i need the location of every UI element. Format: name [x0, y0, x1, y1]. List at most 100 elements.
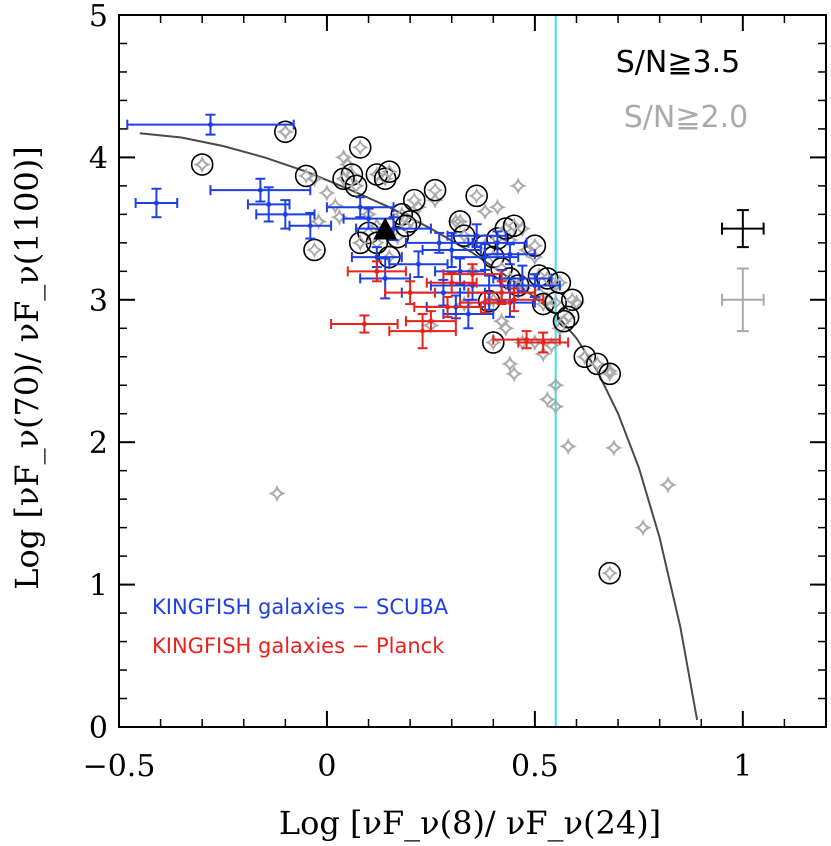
planck-points-layer	[330, 260, 570, 354]
high-sn-point	[394, 214, 418, 238]
high-sn-point	[544, 291, 567, 314]
high-sn-inner-star	[397, 217, 415, 235]
high-sn-circle	[294, 164, 318, 188]
high-sn-circle	[561, 288, 584, 312]
representative-error	[721, 209, 765, 249]
point-dot	[374, 268, 380, 274]
low-sn-point	[559, 437, 577, 456]
planck-point	[384, 280, 437, 306]
point-dot	[257, 187, 263, 193]
high-sn-point	[274, 120, 297, 144]
high-sn-inner-star	[426, 181, 444, 199]
low-sn-point	[476, 202, 494, 221]
high-sn-point	[348, 231, 372, 255]
high-sn-circle	[598, 561, 622, 585]
high-sn-point	[402, 188, 426, 212]
high-sn-inner-star	[505, 217, 523, 235]
scuba-point	[209, 177, 312, 203]
plot-frame	[118, 14, 827, 728]
point-dot	[153, 200, 159, 206]
scuba-point	[126, 113, 295, 136]
high-sn-inner-star	[368, 166, 386, 183]
high-sn-circle	[274, 120, 297, 144]
legend-scuba-label: KINGFISH galaxies − SCUBA	[152, 595, 449, 619]
scuba-point	[388, 250, 449, 279]
point-dot	[445, 304, 451, 310]
high-sn-point	[332, 167, 355, 191]
point-dot	[282, 211, 288, 217]
high-sn-circle	[398, 210, 422, 233]
point-dot	[474, 233, 480, 239]
scuba-point	[421, 231, 482, 269]
model-curve	[139, 132, 699, 721]
scuba-point	[288, 211, 333, 240]
high-sn-point	[294, 164, 318, 188]
high-sn-inner-star	[335, 170, 353, 188]
scuba-point	[246, 186, 291, 223]
point-dot	[382, 275, 388, 281]
low-sn-point	[501, 355, 519, 373]
point-dot	[428, 318, 434, 324]
y-axis-title: Log [νF_ν(70)/ νF_ν(1100)]	[8, 146, 46, 589]
high-sn-point	[303, 238, 326, 262]
high-sn-circle	[481, 331, 505, 354]
scuba-point	[134, 187, 179, 219]
planck-point	[517, 331, 570, 354]
scuba-point	[467, 230, 528, 256]
representative-error	[721, 267, 765, 333]
high-sn-point	[531, 292, 555, 316]
planck-point	[483, 287, 545, 313]
scuba-point	[446, 223, 507, 249]
scuba-point	[255, 199, 316, 230]
planck-point	[346, 260, 407, 283]
point-dot	[407, 290, 413, 296]
low-sn-point	[526, 333, 544, 352]
high-sn-inner-star	[351, 234, 369, 252]
high-sn-inner-star	[380, 163, 398, 181]
low-sn-point	[309, 212, 328, 231]
high-sn-inner-star	[347, 177, 365, 195]
high-sn-inner-star	[563, 291, 581, 309]
high-sn-inner-star	[393, 205, 411, 223]
high-sn-inner-star	[468, 187, 486, 205]
planck-point	[413, 295, 482, 318]
high-sn-point	[502, 214, 526, 238]
high-sn-inner-star	[547, 294, 565, 312]
high-sn-point	[598, 561, 622, 585]
low-sn-point	[542, 336, 561, 355]
planck-point	[404, 310, 457, 333]
y-tick-label: 2	[89, 426, 108, 461]
high-sn-circle	[348, 136, 372, 159]
high-sn-inner-star	[351, 138, 369, 156]
y-tick-label: 5	[89, 0, 108, 34]
x-tick-label: 1	[733, 749, 752, 784]
low-sn-point	[488, 198, 507, 216]
high-sn-circle	[556, 305, 580, 329]
model-curve-layer	[139, 132, 699, 721]
high-sn-point	[561, 288, 584, 312]
point-dot	[266, 201, 272, 207]
high-sn-inner-star	[484, 334, 502, 352]
x-axis-title: Log [νF_ν(8)/ νF_ν(24)]	[279, 804, 661, 842]
high-sn-point	[348, 136, 372, 159]
high-sn-inner-star	[576, 348, 594, 366]
sn-low-label: S/N≧2.0	[624, 100, 748, 135]
representative-errors-layer	[721, 209, 765, 333]
point-dot	[307, 223, 313, 229]
high-sn-inner-star	[601, 564, 619, 582]
low-sn-point	[509, 177, 528, 195]
high-sn-point	[344, 174, 368, 198]
point-dot	[532, 283, 538, 289]
point-dot	[415, 261, 421, 267]
high-sn-circle	[378, 160, 401, 183]
high-sn-circle	[465, 184, 488, 208]
low-sn-point	[268, 484, 286, 503]
high-sn-inner-star	[451, 212, 469, 230]
high-sn-circle	[394, 214, 418, 238]
planck-point	[330, 314, 399, 334]
scuba-point	[325, 196, 395, 219]
low-sn-point	[492, 312, 511, 330]
high-sn-circle	[448, 210, 472, 233]
high-sn-point	[423, 178, 447, 202]
